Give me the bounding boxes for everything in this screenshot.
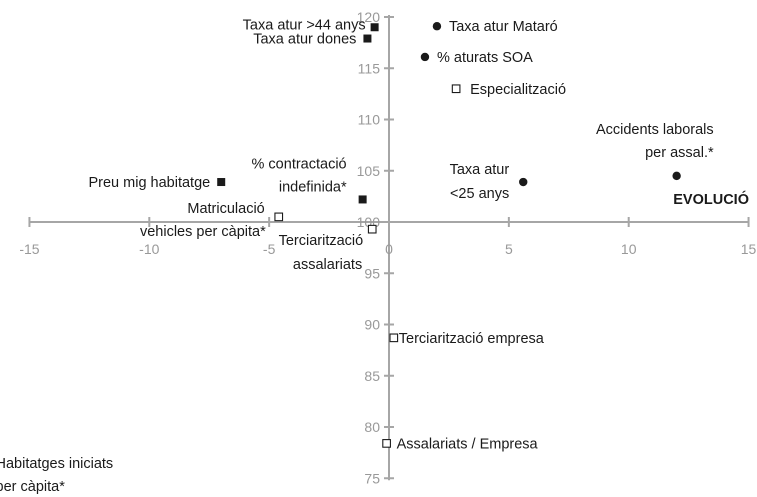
point-label: per càpita* (0, 479, 65, 495)
y-tick-label: 75 (364, 470, 380, 486)
x-tick-label: 5 (505, 241, 513, 257)
data-point-hollow-square (274, 212, 284, 222)
x-tick-label: 10 (621, 241, 637, 257)
y-tick-label: 95 (364, 265, 380, 281)
x-tick-label: -10 (139, 241, 159, 257)
data-point-circle (432, 22, 442, 31)
y-tick-label: 80 (364, 419, 380, 435)
data-point-square (217, 178, 226, 187)
point-label: Terciarització empresa (399, 331, 545, 347)
point-label: Assalariats / Empresa (397, 436, 539, 452)
point-label: Taxa atur >44 anys (243, 17, 366, 33)
data-point-hollow-square (389, 333, 399, 343)
data-point-hollow-square (382, 439, 391, 448)
point-label: % aturats SOA (437, 50, 533, 66)
data-point-square (358, 195, 367, 204)
data-point-square (370, 23, 379, 32)
data-point-circle (420, 52, 430, 62)
point-label: Terciarització (279, 233, 364, 249)
point-label: <25 anys (450, 186, 509, 202)
point-label: Taxa atur Mataró (449, 19, 558, 35)
y-tick-label: 90 (364, 317, 380, 333)
point-label: Taxa atur (450, 162, 510, 178)
x-tick-label: 0 (385, 241, 393, 257)
point-label: Taxa atur dones (253, 32, 356, 48)
point-label: Habitatges iniciats (0, 456, 113, 472)
x-tick-label: 15 (741, 241, 757, 257)
point-label: indefinida* (279, 179, 347, 195)
y-tick-label: 110 (358, 112, 381, 128)
point-label: % contractació (252, 156, 347, 172)
data-point-hollow-square (367, 224, 377, 234)
point-label: vehicles per càpita* (140, 224, 266, 240)
point-label: Accidents laborals (596, 122, 714, 138)
y-tick-label: 105 (357, 163, 381, 179)
data-point-circle (672, 171, 681, 181)
data-point-circle (519, 177, 528, 187)
point-label: Preu mig habitatge (88, 175, 210, 191)
y-tick-label: 85 (364, 368, 380, 384)
x-tick-label: -15 (19, 241, 39, 257)
data-point-hollow-square (451, 84, 461, 94)
data-point-square (363, 34, 372, 43)
point-label: per assal.* (645, 145, 714, 161)
point-label: Especialització (470, 82, 566, 98)
point-label: Matriculació (187, 201, 264, 217)
axis-title-evolucio: EVOLUCIÓ (673, 190, 749, 208)
point-label: assalariats (293, 257, 362, 273)
y-tick-label: 115 (358, 60, 381, 76)
y-tick-label: 120 (357, 9, 381, 25)
x-tick-label: -5 (263, 241, 276, 257)
